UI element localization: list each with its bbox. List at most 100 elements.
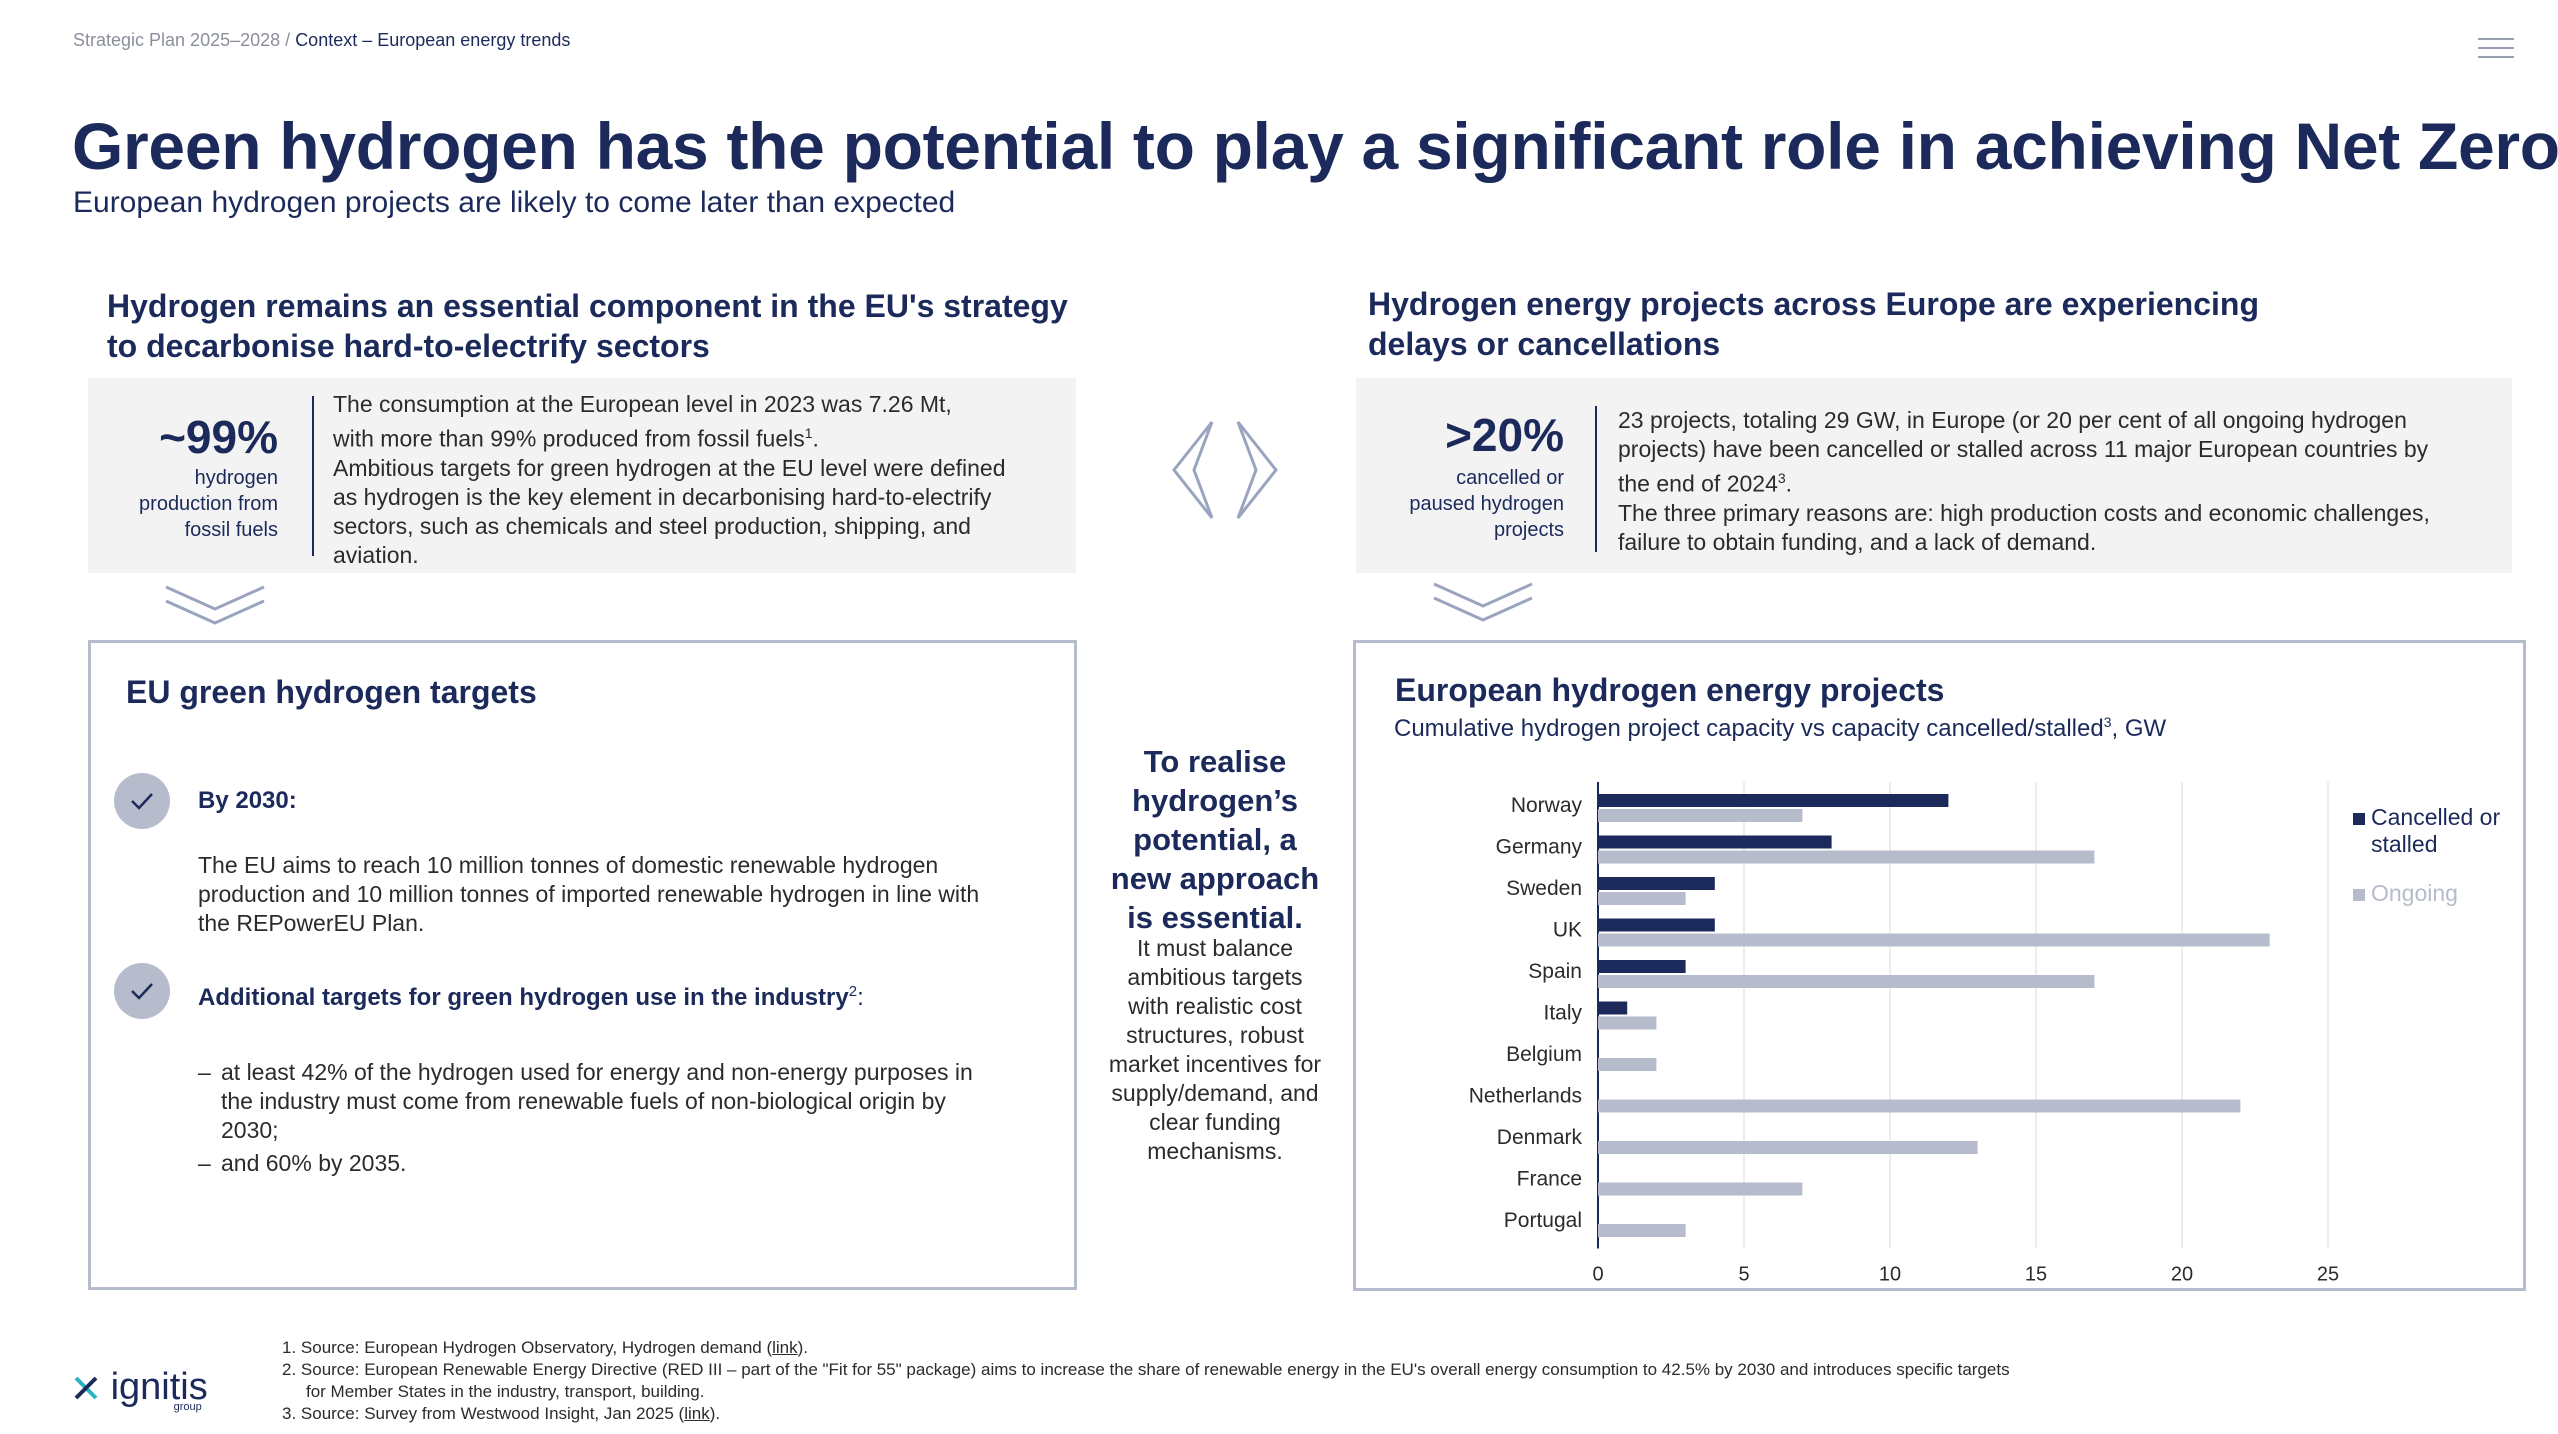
body-line: sectors, such as chemicals and steel pro…	[333, 512, 971, 539]
bar-cancelled	[1598, 835, 1832, 849]
category-label: Denmark	[1497, 1126, 1583, 1149]
right-heading-line: delays or cancellations	[1368, 326, 1721, 362]
target-text: The EU aims to reach 10 million tonnes o…	[198, 851, 1058, 938]
target-heading: Additional targets for green hydrogen us…	[198, 983, 864, 1011]
x-tick-label: 10	[1879, 1264, 1901, 1286]
x-tick-label: 0	[1592, 1264, 1603, 1286]
footnote: 1. Source: European Hydrogen Observatory…	[282, 1338, 809, 1357]
right-heading: Hydrogen energy projects across Europe a…	[1368, 284, 2259, 364]
bar-ongoing	[1598, 1016, 1657, 1030]
logo-text: ignitis	[110, 1366, 208, 1408]
footnote-link[interactable]: link	[684, 1404, 710, 1423]
footnote: for Member States in the industry, trans…	[306, 1382, 705, 1401]
logo-sub: group	[173, 1401, 202, 1413]
footnote: 2. Source: European Renewable Energy Dir…	[282, 1360, 2010, 1379]
left-stat-label: hydrogen production from fossil fuels	[100, 465, 278, 543]
bar-ongoing	[1598, 892, 1686, 905]
bar-ongoing	[1598, 975, 2095, 988]
middle-text: It must balance ambitious targets with r…	[1108, 935, 1322, 1164]
page-subtitle: European hydrogen projects are likely to…	[73, 186, 956, 219]
divider	[1595, 406, 1597, 552]
body-line: production and 10 million tonnes of impo…	[198, 881, 980, 907]
targets-card	[88, 640, 1077, 1290]
footnotes: 1. Source: European Hydrogen Observatory…	[282, 1337, 2010, 1425]
targets-title: EU green hydrogen targets	[126, 674, 537, 710]
category-label: France	[1517, 1168, 1582, 1191]
breadcrumb-parent[interactable]: Strategic Plan 2025–2028 /	[73, 30, 291, 50]
left-heading-line: Hydrogen remains an essential component …	[107, 288, 1068, 324]
bar-cancelled	[1598, 794, 1949, 807]
legend-label: Cancelled or	[2371, 804, 2500, 830]
menu-icon[interactable]	[2478, 38, 2514, 62]
bar-ongoing	[1598, 1058, 1657, 1071]
footnote-link[interactable]: link	[772, 1338, 798, 1357]
bar-ongoing	[1598, 809, 1803, 822]
category-label: Italy	[1543, 1002, 1582, 1025]
x-tick-label: 20	[2171, 1264, 2193, 1286]
breadcrumb: Strategic Plan 2025–2028 / Context – Eur…	[73, 30, 570, 51]
chevron-down-icon	[165, 585, 265, 625]
bar-ongoing	[1598, 1141, 1978, 1154]
target-bullets: – at least 42% of the hydrogen used for …	[198, 1058, 1058, 1178]
bar-chart: Norway Germany Sweden UK Spain Italy Belgium Ne…	[1469, 782, 2500, 1286]
chevron-down-icon	[1433, 582, 1533, 622]
legend-label: stalled	[2371, 831, 2437, 857]
body-line: The EU aims to reach 10 million tonnes o…	[198, 852, 939, 878]
bar-ongoing	[1598, 1099, 2241, 1113]
page-title: Green hydrogen has the potential to play…	[72, 109, 2558, 183]
right-stat-value: >20%	[1445, 409, 1564, 461]
body-line: The consumption at the European level in…	[333, 391, 952, 417]
category-label: UK	[1553, 919, 1582, 942]
left-stat-value: ~99%	[159, 411, 278, 463]
checkmark-icon	[114, 963, 170, 1019]
middle-callout: To realise hydrogen’s potential, a new a…	[1110, 744, 1320, 935]
chart-card	[1353, 640, 2526, 1291]
stat-label-line: fossil fuels	[184, 519, 278, 541]
bullet-item: – and 60% by 2035.	[198, 1150, 407, 1176]
stat-label-line: production from	[139, 493, 278, 515]
company-logo: ignitis group	[72, 1366, 208, 1413]
stat-label-line: cancelled or	[1456, 467, 1564, 489]
bar-cancelled	[1598, 1001, 1628, 1015]
footnote: 3. Source: Survey from Westwood Insight,…	[282, 1404, 721, 1423]
body-line: the REPowerEU Plan.	[198, 910, 425, 936]
right-body-text: 23 projects, totaling 29 GW, in Europe (…	[1618, 406, 2508, 557]
chart-subtitle: Cumulative hydrogen project capacity vs …	[1394, 714, 2167, 742]
bar-ongoing	[1598, 850, 2095, 864]
legend-label: Ongoing	[2371, 880, 2458, 906]
bar-cancelled	[1598, 877, 1715, 890]
body-line: failure to obtain funding, and a lack of…	[1618, 528, 2097, 555]
body-line: as hydrogen is the key element in decarb…	[333, 483, 992, 510]
body-line: with more than 99% produced from fossil …	[333, 425, 819, 452]
left-heading: Hydrogen remains an essential component …	[107, 286, 1068, 366]
x-tick-label: 5	[1738, 1264, 1749, 1286]
bar-ongoing	[1598, 933, 2270, 947]
body-line: The three primary reasons are: high prod…	[1618, 499, 2430, 526]
category-label: Belgium	[1506, 1043, 1582, 1066]
legend-swatch-ongoing	[2353, 889, 2365, 901]
chart-title: European hydrogen energy projects	[1395, 672, 1945, 708]
body-line: 23 projects, totaling 29 GW, in Europe (…	[1618, 407, 2407, 433]
double-chevron-icon	[1172, 421, 1278, 519]
body-line: Ambitious targets for green hydrogen at …	[333, 454, 1006, 481]
bar-cancelled	[1598, 960, 1686, 973]
x-tick-label: 25	[2317, 1264, 2339, 1286]
right-stat-label: cancelled or paused hydrogen projects	[1370, 465, 1564, 543]
bar-cancelled	[1598, 918, 1715, 932]
category-label: Sweden	[1506, 877, 1582, 900]
breadcrumb-current: Context – European energy trends	[295, 30, 571, 50]
bullet-item: – at least 42% of the hydrogen used for …	[198, 1059, 973, 1143]
right-stat-box	[1356, 378, 2512, 573]
stat-label-line: paused hydrogen	[1409, 493, 1564, 515]
bar-ongoing	[1598, 1182, 1803, 1196]
body-line: aviation.	[333, 541, 419, 568]
logo-mark-icon	[74, 1376, 98, 1400]
target-heading: By 2030:	[198, 787, 297, 814]
stat-label-line: projects	[1493, 519, 1564, 541]
category-label: Portugal	[1504, 1209, 1582, 1232]
checkmark-icon	[114, 773, 170, 829]
category-label: Germany	[1496, 836, 1583, 859]
divider	[312, 396, 314, 556]
right-heading-line: Hydrogen energy projects across Europe a…	[1368, 286, 2259, 322]
category-label: Norway	[1511, 794, 1583, 817]
